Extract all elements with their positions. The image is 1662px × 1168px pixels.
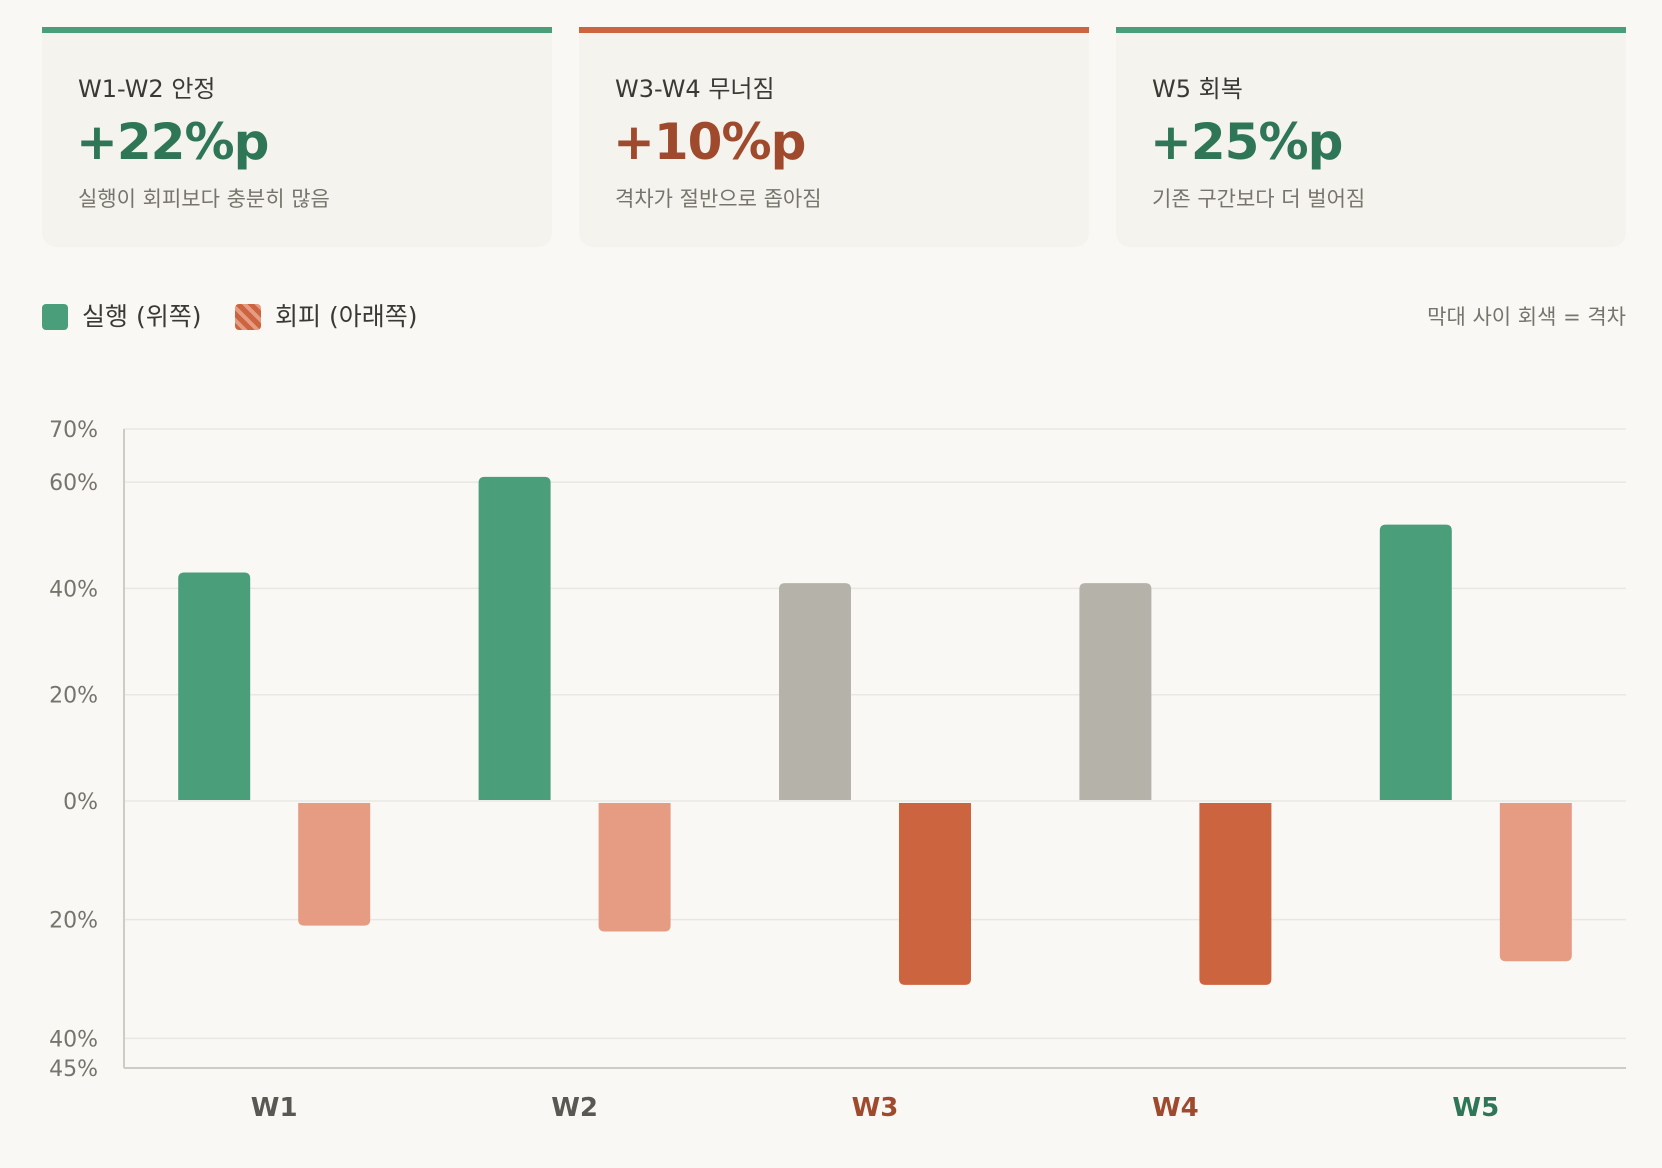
legend-label: 회피 (아래쪽) — [275, 302, 418, 331]
y-tick-label: 40% — [49, 577, 98, 602]
card-description: 실행이 회피보다 충분히 많음 — [78, 187, 330, 211]
bar-execute-w4 — [1079, 583, 1152, 800]
y-tick-label: 20% — [49, 909, 98, 934]
x-tick-label: W3 — [852, 1093, 899, 1123]
card-value: +22%p — [76, 113, 269, 171]
card-accent-bar — [42, 27, 552, 33]
diverging-bar-chart: 70% 60% 40% 20% 0% 20% 40% 45% W1 W2 W3 W4 W5 — [49, 418, 1626, 1123]
summary-card-w5: W5 회복 +25%p 기존 구간보다 더 벌어짐 — [1116, 27, 1626, 247]
y-tick-label: 40% — [49, 1027, 98, 1052]
card-label: W1-W2 안정 — [78, 75, 216, 103]
legend-label: 실행 (위쪽) — [82, 302, 202, 331]
bar-execute-w3 — [779, 583, 851, 800]
bar-avoid-w3 — [899, 803, 971, 985]
bar-execute-w5 — [1379, 524, 1452, 800]
x-tick-label: W4 — [1152, 1093, 1199, 1123]
card-accent-bar — [579, 27, 1089, 33]
bar-execute-w2 — [478, 476, 551, 800]
bar-avoid-w4 — [1199, 803, 1272, 985]
card-accent-bar — [1116, 27, 1626, 33]
y-tick-label: 70% — [49, 418, 98, 443]
x-tick-label: W1 — [251, 1093, 298, 1123]
y-tick-label: 20% — [49, 684, 98, 709]
y-tick-label: 45% — [49, 1057, 98, 1082]
legend-note: 막대 사이 회색 = 격차 — [1427, 305, 1626, 329]
card-label: W5 회복 — [1152, 75, 1243, 103]
x-tick-label: W2 — [551, 1093, 598, 1123]
summary-card-w3-w4: W3-W4 무너짐 +10%p 격차가 절반으로 좁아짐 — [579, 27, 1089, 247]
summary-card-w1-w2: W1-W2 안정 +22%p 실행이 회피보다 충분히 많음 — [42, 27, 552, 247]
summary-cards: W1-W2 안정 +22%p 실행이 회피보다 충분히 많음 W3-W4 무너짐… — [42, 27, 1626, 247]
bar-avoid-w1 — [298, 803, 371, 926]
y-tick-label: 60% — [49, 471, 98, 496]
card-description: 격차가 절반으로 좁아짐 — [615, 187, 822, 211]
bar-execute-w1 — [178, 572, 251, 800]
bar-avoid-w5 — [1499, 803, 1572, 962]
bar-avoid-w2 — [598, 803, 671, 932]
card-value: +25%p — [1150, 113, 1343, 171]
striped-orange-square-icon — [235, 304, 261, 330]
green-square-icon — [42, 304, 68, 330]
x-tick-label: W5 — [1452, 1093, 1499, 1123]
y-tick-label: 0% — [63, 790, 98, 815]
card-description: 기존 구간보다 더 벌어짐 — [1152, 187, 1366, 211]
card-label: W3-W4 무너짐 — [615, 75, 775, 103]
card-value: +10%p — [613, 113, 806, 171]
